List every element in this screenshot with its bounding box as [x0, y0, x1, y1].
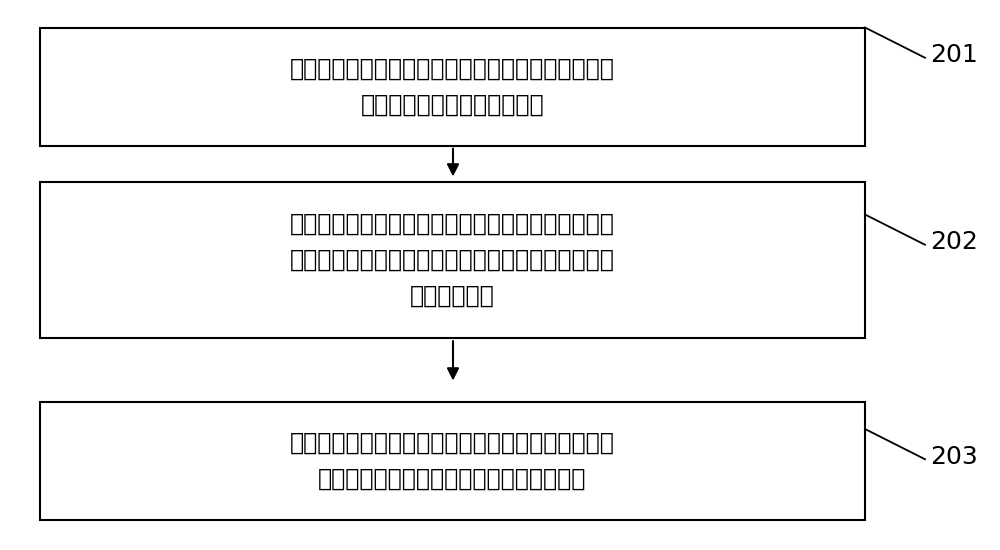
FancyBboxPatch shape [40, 182, 865, 338]
FancyBboxPatch shape [40, 402, 865, 520]
Text: 模块的成像位置记为零点位置: 模块的成像位置记为零点位置 [361, 92, 544, 117]
Text: 将待测样品放入成像光路之后，成像模块对第一成像: 将待测样品放入成像光路之后，成像模块对第一成像 [290, 212, 615, 236]
Text: 以及待测样品的厚度测量待测样品的折射率: 以及待测样品的厚度测量待测样品的折射率 [318, 466, 587, 491]
Text: 202: 202 [930, 230, 978, 254]
Text: 203: 203 [930, 444, 978, 469]
Text: 201: 201 [930, 43, 978, 67]
FancyBboxPatch shape [40, 28, 865, 146]
Text: 根据成像模块从零点位置移动到终点位置的位移量，: 根据成像模块从零点位置移动到终点位置的位移量， [290, 431, 615, 455]
Text: 记为终点位置: 记为终点位置 [410, 284, 495, 307]
Text: 成像模块对第一成像参考标记进行光学成像，将成像: 成像模块对第一成像参考标记进行光学成像，将成像 [290, 57, 615, 81]
Text: 参考标记再次进行光学成像，将成像模块的成像位置: 参考标记再次进行光学成像，将成像模块的成像位置 [290, 248, 615, 272]
